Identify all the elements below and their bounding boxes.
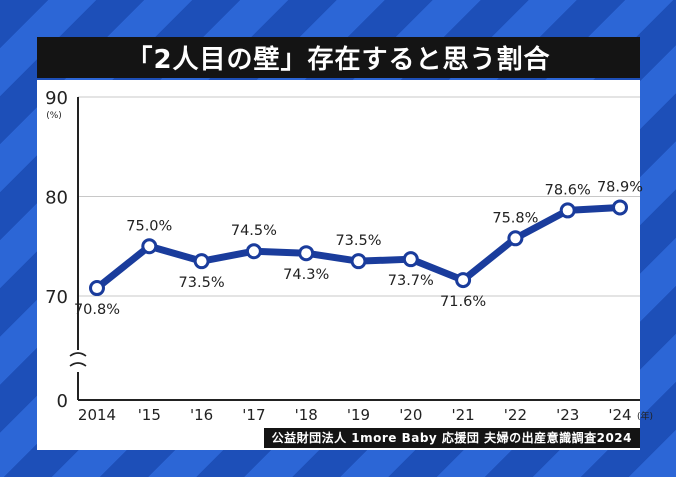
data-point (559, 202, 576, 219)
data-label: 78.9% (597, 179, 643, 195)
data-label: 71.6% (440, 294, 486, 310)
data-point (507, 230, 524, 247)
y-unit-label: (%) (46, 111, 62, 121)
y-tick-label: 70 (45, 287, 68, 308)
data-label: 75.0% (126, 218, 172, 234)
data-label: 78.6% (545, 182, 591, 198)
x-tick-label: '16 (190, 406, 213, 424)
x-tick-label: '19 (347, 406, 370, 424)
data-point (350, 253, 367, 270)
data-point (245, 243, 262, 260)
x-tick-label: '21 (451, 406, 474, 424)
data-label: 74.3% (283, 267, 329, 283)
x-tick-label: '20 (399, 406, 422, 424)
x-tick-label: '17 (242, 406, 265, 424)
x-unit-label: (年) (637, 410, 653, 422)
x-tick-label: 2014 (78, 406, 116, 424)
data-point (298, 245, 315, 262)
data-label: 74.5% (231, 223, 277, 239)
data-point (612, 199, 628, 216)
data-label: 75.8% (492, 210, 538, 226)
data-label: 73.5% (179, 275, 225, 291)
chart-panel (37, 80, 640, 450)
data-label: 73.7% (388, 273, 434, 289)
x-tick-label: '22 (504, 406, 527, 424)
y-tick-label: 90 (45, 88, 68, 109)
data-point (402, 251, 419, 268)
data-label: 70.8% (74, 302, 120, 318)
data-point (141, 238, 158, 255)
y-tick-label: 80 (45, 188, 68, 209)
chart-title: 「2人目の壁」存在すると思う割合 (37, 37, 640, 78)
x-tick-label: '18 (295, 406, 318, 424)
y-tick-label: 0 (57, 391, 68, 412)
axis-break-mark (69, 362, 87, 367)
data-point (89, 280, 105, 297)
data-point (193, 253, 210, 270)
data-point (455, 272, 472, 289)
axis-break-mark (69, 352, 87, 357)
x-tick-label: '15 (138, 406, 161, 424)
data-label: 73.5% (335, 233, 381, 249)
x-tick-label: '24 (608, 406, 631, 424)
source-note: 公益財団法人 1more Baby 応援団 夫婦の出産意識調査2024 (263, 428, 640, 448)
x-tick-label: '23 (556, 406, 579, 424)
